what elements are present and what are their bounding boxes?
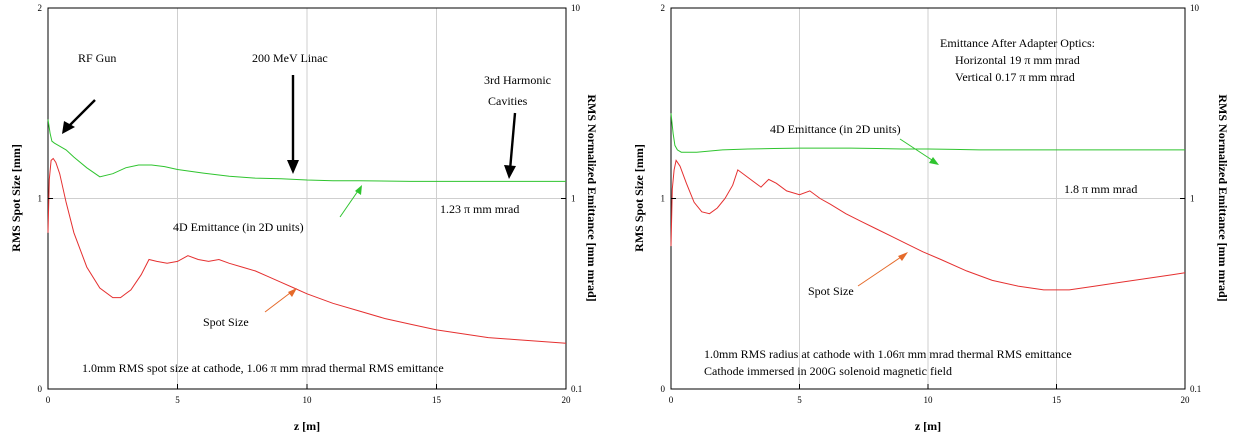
- left-chart-right-y-tick-label: 1: [571, 194, 576, 204]
- left-chart-y-axis-label: RMS Spot Size [mm]: [9, 144, 23, 252]
- right-chart-y-tick-label: 1: [661, 194, 666, 204]
- right-chart-spot-size-arrow: [857, 254, 905, 287]
- right-chart-right-y-axis-label: RMS Normalized Emittance [mm mrad]: [1216, 94, 1230, 301]
- right-chart-emittance-line: [670, 113, 1185, 153]
- right-chart-x-tick-label: 5: [797, 395, 802, 405]
- right-chart-emittance-arrowhead: [929, 157, 939, 165]
- left-chart-x-tick-label: 15: [432, 395, 442, 405]
- right-chart-x-tick-label: 20: [1181, 395, 1191, 405]
- left-chart-rf-gun-arrowhead: [62, 121, 75, 134]
- right-chart-emittance-arrow: [899, 138, 936, 163]
- right-chart-right-y-tick-label: 0.1: [1190, 384, 1201, 394]
- left-chart-emittance-value-label: 1.23 π mm mrad: [440, 202, 519, 216]
- left-chart-right-y-tick-label: 10: [571, 3, 581, 13]
- left-chart-emittance-label: 4D Emittance (in 2D units): [173, 220, 304, 234]
- left-chart-panel: RMS Spot Size [mm] RMS Normalized Emitta…: [9, 3, 599, 433]
- right-chart-emittance-value-label: 1.8 π mm mrad: [1064, 182, 1137, 196]
- left-chart-harmonic-arrow: [508, 112, 517, 171]
- right-chart-spot-size-label: Spot Size: [808, 284, 854, 298]
- left-chart-harmonic-label-1: 3rd Harmonic: [484, 73, 551, 87]
- left-chart-x-axis-label: z [m]: [294, 419, 320, 433]
- left-chart-linac-label: 200 MeV Linac: [252, 51, 328, 65]
- left-chart-x-tick-label: 10: [303, 395, 313, 405]
- right-chart-spot-size-line: [670, 159, 1186, 291]
- left-chart-y-tick-label: 2: [38, 3, 43, 13]
- right-chart-x-tick-label: 15: [1052, 395, 1062, 405]
- right-chart-right-y-tick-label: 10: [1190, 3, 1200, 13]
- left-chart-spot-size-line: [47, 157, 567, 344]
- right-chart-caption-line-1: 1.0mm RMS radius at cathode with 1.06π m…: [704, 347, 1072, 361]
- left-chart-right-y-axis-label: RMS Normalized Emittance [mm mrad]: [585, 94, 599, 301]
- left-chart-linac-arrowhead: [287, 160, 299, 174]
- right-chart-y-tick-label: 0: [661, 384, 666, 394]
- right-chart-x-tick-label: 10: [924, 395, 934, 405]
- right-chart-emittance-label: 4D Emittance (in 2D units): [770, 122, 901, 136]
- right-chart-y-tick-label: 2: [661, 3, 666, 13]
- left-chart-spot-size-arrowhead: [288, 288, 297, 297]
- right-chart-y-axis-label: RMS Spot Size [mm]: [632, 144, 646, 252]
- right-chart-optics-vertical: Vertical 0.17 π mm mrad: [955, 70, 1075, 84]
- left-chart-spot-size-label: Spot Size: [203, 315, 249, 329]
- left-chart-harmonic-label-2: Cavities: [488, 94, 528, 108]
- left-chart-x-tick-label: 5: [175, 395, 180, 405]
- right-chart-optics-title: Emittance After Adapter Optics:: [940, 36, 1095, 50]
- right-chart-panel: RMS Spot Size [mm] RMS Normalized Emitta…: [632, 3, 1230, 433]
- right-chart-caption-line-2: Cathode immersed in 200G solenoid magnet…: [704, 364, 952, 378]
- left-chart-y-tick-label: 1: [38, 194, 43, 204]
- left-chart-spot-size-arrow: [264, 289, 295, 313]
- left-chart-caption: 1.0mm RMS spot size at cathode, 1.06 π m…: [82, 361, 444, 375]
- left-chart-emittance-arrowhead: [355, 185, 362, 195]
- left-chart-emittance-line: [47, 119, 566, 182]
- left-chart-emittance-arrow: [339, 187, 361, 218]
- right-chart-x-tick-label: 0: [669, 395, 674, 405]
- left-chart-y-tick-label: 0: [38, 384, 43, 394]
- left-chart-x-tick-label: 20: [562, 395, 572, 405]
- left-chart-harmonic-arrowhead: [504, 165, 516, 179]
- right-chart-x-axis-label: z [m]: [915, 419, 941, 433]
- left-chart-right-y-tick-label: 0.1: [571, 384, 582, 394]
- left-chart-rf-gun-label: RF Gun: [78, 51, 116, 65]
- right-chart-spot-size-arrowhead: [898, 252, 908, 261]
- right-chart-optics-horizontal: Horizontal 19 π mm mrad: [955, 53, 1080, 67]
- left-chart-x-tick-label: 0: [46, 395, 51, 405]
- right-chart-right-y-tick-label: 1: [1190, 194, 1195, 204]
